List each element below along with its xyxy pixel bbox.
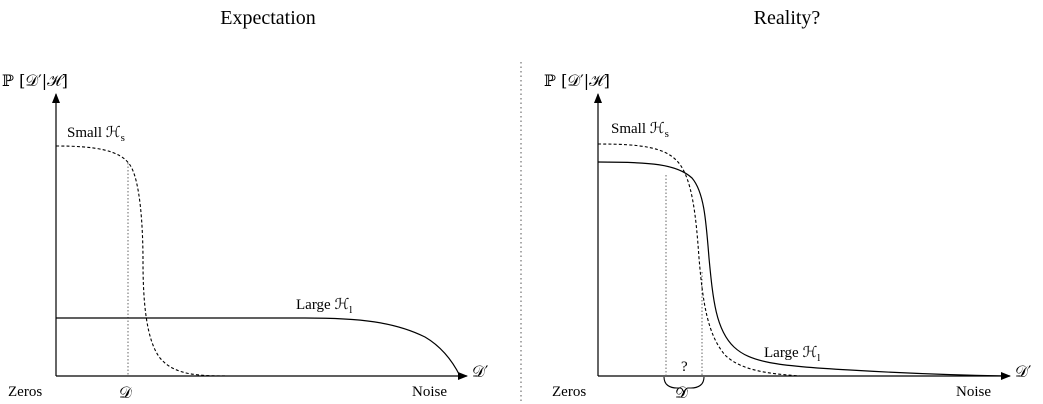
- right-x-end-label: Noise: [956, 384, 991, 400]
- right-panel: Reality? ℙ [𝒟′|ℋ] 𝒟′ Zeros Noise Small ℋ…: [544, 7, 1032, 402]
- right-panel-title: Reality?: [754, 7, 821, 29]
- right-large-label: Large ℋl: [764, 345, 820, 364]
- left-x-end-label: Noise: [412, 384, 447, 400]
- left-small-hypothesis-curve: [55, 145, 462, 377]
- right-x-axis-label: 𝒟′: [1015, 362, 1032, 381]
- left-x-axis-label: 𝒟′: [472, 362, 489, 381]
- left-y-axis-label: ℙ [𝒟′|ℋ]: [2, 71, 68, 90]
- right-y-axis-label: ℙ [𝒟′|ℋ]: [544, 71, 610, 90]
- left-large-label: Large ℋl: [296, 297, 352, 316]
- right-large-hypothesis-curve: [597, 161, 1006, 377]
- left-panel: Expectation ℙ [𝒟′|ℋ] 𝒟′ Zeros Noise 𝒟 Sm…: [2, 7, 489, 402]
- left-x-start-label: Zeros: [8, 384, 42, 400]
- right-small-label: Small ℋs: [611, 121, 669, 140]
- left-data-label: 𝒟: [119, 383, 132, 402]
- right-data-label: 𝒟: [675, 383, 688, 402]
- right-small-hypothesis-curve: [597, 143, 1005, 377]
- left-large-hypothesis-curve: [56, 317, 461, 377]
- left-small-label: Small ℋs: [67, 125, 125, 144]
- right-x-start-label: Zeros: [552, 384, 586, 400]
- left-panel-title: Expectation: [220, 7, 316, 29]
- right-data-brace: [663, 376, 705, 395]
- right-question-mark: ?: [681, 359, 688, 375]
